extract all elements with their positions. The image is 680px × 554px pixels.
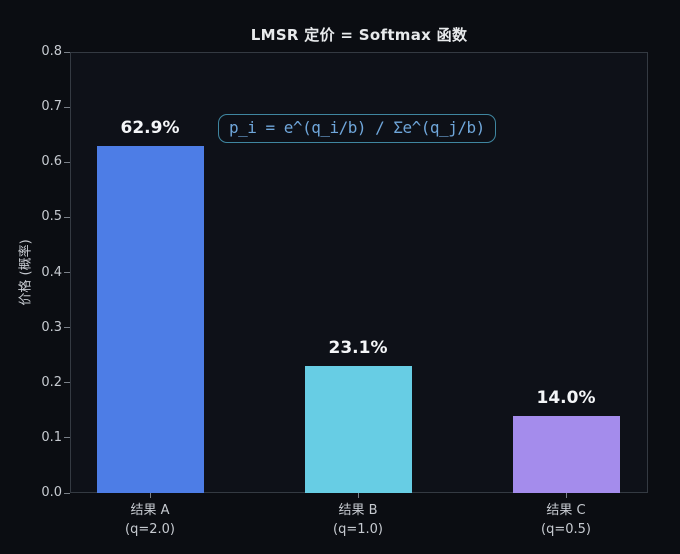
y-tick-mark (64, 272, 70, 273)
y-tick-mark (64, 492, 70, 494)
formula-annotation: p_i = e^(q_i/b) / Σe^(q_j/b) (218, 114, 496, 143)
y-tick-mark (64, 161, 70, 163)
y-tick-label: 0.2 (41, 374, 62, 390)
y-tick-label: 0.6 (41, 154, 62, 170)
y-tick-label: 0.1 (41, 429, 62, 445)
x-tick-mark (565, 493, 567, 498)
y-tick-mark (64, 51, 70, 53)
y-tick-label: 0.5 (41, 209, 62, 225)
y-tick-label: 0.8 (41, 44, 62, 59)
chart-title: LMSR 定价 = Softmax 函数 (250, 26, 468, 44)
bar (512, 415, 620, 493)
y-tick-mark (64, 106, 70, 108)
x-tick-label: 结果 C (q=0.5) (541, 503, 591, 537)
y-tick-mark (64, 327, 70, 329)
y-tick-label: 0.4 (41, 264, 62, 280)
x-tick-label: 结果 A (q=2.0) (125, 503, 175, 537)
x-tick-label: 结果 B (q=1.0) (333, 503, 383, 537)
y-tick-mark (64, 437, 70, 439)
bar-value-label: 62.9% (120, 118, 180, 139)
x-tick-mark (357, 493, 359, 498)
bar (304, 365, 412, 493)
bar (96, 146, 204, 493)
y-tick-label: 0.7 (41, 99, 62, 115)
bar-value-label: 14.0% (536, 387, 596, 408)
y-tick-mark (64, 216, 70, 218)
y-tick-mark (64, 382, 70, 384)
y-tick-label: 0.0 (41, 485, 62, 500)
y-tick-label: 0.3 (41, 319, 62, 335)
bar-value-label: 23.1% (328, 337, 388, 358)
x-tick-mark (149, 493, 151, 498)
